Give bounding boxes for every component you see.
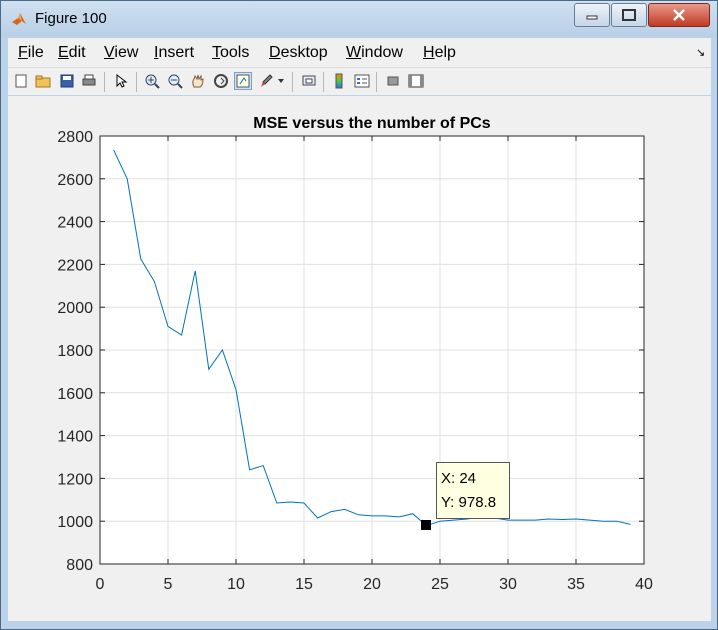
y-tick-label: 1000	[57, 514, 93, 531]
zoom-in-icon[interactable]	[143, 72, 161, 90]
show-plot-tools-icon[interactable]	[407, 72, 425, 90]
data-cursor-icon[interactable]	[234, 72, 252, 90]
menu-window[interactable]: Window	[346, 44, 403, 61]
x-tick-label: 40	[635, 576, 653, 593]
y-tick-label: 2400	[57, 215, 93, 232]
y-tick-label: 1200	[57, 471, 93, 488]
colorbar-icon[interactable]	[330, 72, 348, 90]
close-button[interactable]	[648, 3, 710, 27]
maximize-button[interactable]	[611, 3, 647, 27]
window-title: Figure 100	[35, 10, 107, 27]
figure-toolbar	[8, 67, 711, 95]
menu-view[interactable]: View	[104, 44, 139, 61]
pointer-icon[interactable]	[112, 72, 130, 90]
y-tick-label: 1600	[57, 386, 93, 403]
x-tick-label: 0	[96, 576, 105, 593]
x-tick-label: 10	[227, 576, 245, 593]
x-tick-label: 15	[295, 576, 313, 593]
axes-box	[99, 135, 645, 565]
y-tick-label: 2000	[57, 300, 93, 317]
link-plot-icon[interactable]	[300, 72, 318, 90]
chevron-down-icon[interactable]	[276, 72, 286, 90]
datatip[interactable]: X: 24 Y: 978.8	[436, 462, 510, 519]
datatip-marker[interactable]	[421, 520, 431, 530]
chart-title: MSE versus the number of PCs	[253, 115, 490, 132]
close-icon	[673, 9, 685, 21]
datatip-y: Y: 978.8	[441, 494, 497, 511]
y-tick-label: 2600	[57, 172, 93, 189]
dock-arrow-icon[interactable]: ↘	[696, 47, 706, 59]
menu-file[interactable]: File	[18, 44, 44, 61]
line-chart[interactable]: MSE versus the number of PCs 0 5 10 15 20 25 3…	[8, 96, 711, 621]
menu-insert[interactable]: Insert	[154, 44, 195, 61]
y-tick-label: 2800	[57, 129, 93, 146]
minimize-button[interactable]	[574, 3, 610, 27]
x-tick-label: 30	[499, 576, 517, 593]
title-bar[interactable]: Figure 100	[1, 1, 717, 37]
y-tick-label: 800	[66, 557, 93, 574]
datatip-x: X: 24	[441, 470, 477, 487]
minimize-icon	[586, 15, 598, 20]
y-tick-label: 2200	[57, 257, 93, 274]
y-tick-label: 1400	[57, 429, 93, 446]
x-tick-label: 20	[363, 576, 381, 593]
zoom-out-icon[interactable]	[166, 72, 184, 90]
new-figure-icon[interactable]	[12, 72, 30, 90]
open-file-icon[interactable]	[34, 72, 52, 90]
brush-icon[interactable]	[257, 72, 275, 90]
print-icon[interactable]	[80, 72, 98, 90]
menu-edit[interactable]: Edit	[58, 44, 86, 61]
x-tick-label: 35	[567, 576, 585, 593]
x-tick-label: 25	[431, 576, 449, 593]
y-tick-label: 1800	[57, 343, 93, 360]
hide-plot-tools-icon[interactable]	[384, 72, 402, 90]
menu-help[interactable]: Help	[423, 44, 456, 61]
menu-bar: File Edit View Insert Tools Desktop Wind…	[8, 38, 711, 67]
figure-canvas[interactable]: MSE versus the number of PCs 0 5 10 15 20 25 3…	[8, 96, 711, 621]
maximize-icon	[622, 9, 636, 21]
pan-icon[interactable]	[189, 72, 207, 90]
rotate-3d-icon[interactable]	[212, 72, 230, 90]
legend-icon[interactable]	[353, 72, 371, 90]
menu-desktop[interactable]: Desktop	[269, 44, 328, 61]
matlab-logo-icon	[12, 13, 26, 25]
x-tick-label: 5	[164, 576, 173, 593]
menu-tools[interactable]: Tools	[212, 44, 250, 61]
save-icon[interactable]	[58, 72, 76, 90]
